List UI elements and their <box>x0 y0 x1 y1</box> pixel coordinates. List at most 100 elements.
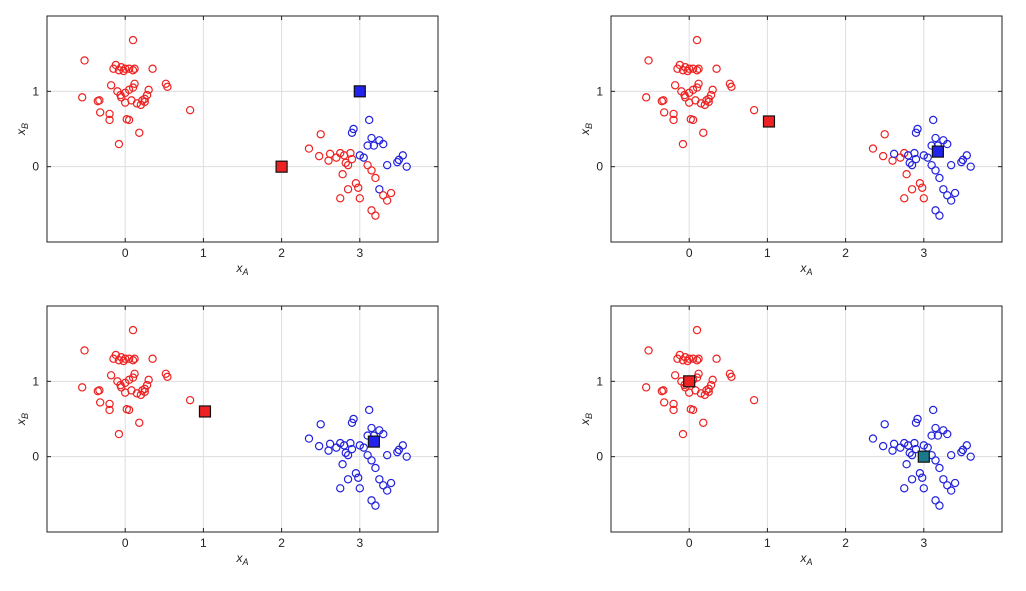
y-axis-label: xB <box>14 123 30 136</box>
x-tick-label: 1 <box>200 246 207 260</box>
axes-frame <box>610 305 1003 533</box>
data-point <box>685 354 694 363</box>
data-point <box>80 346 89 355</box>
plot-area <box>47 306 438 532</box>
data-point <box>868 144 878 153</box>
x-tick-label: 2 <box>278 246 285 260</box>
data-point <box>338 460 347 469</box>
data-point <box>138 96 147 105</box>
data-point <box>900 194 909 203</box>
points-layer <box>77 35 411 220</box>
data-point <box>393 157 402 167</box>
data-point <box>708 85 717 95</box>
data-point <box>927 431 936 440</box>
data-point <box>128 66 138 75</box>
data-point <box>398 151 408 160</box>
data-point <box>119 356 128 366</box>
data-point <box>148 64 157 73</box>
y-tick-label: 1 <box>32 84 39 98</box>
data-point <box>685 388 694 397</box>
data-point <box>931 456 940 465</box>
x-tick-label: 0 <box>122 246 129 260</box>
data-point <box>363 160 372 170</box>
data-point <box>644 346 653 355</box>
data-point <box>669 115 678 125</box>
data-point <box>347 154 357 164</box>
data-point <box>95 108 105 117</box>
data-point <box>304 144 314 153</box>
data-point <box>907 160 917 170</box>
data-point <box>669 399 678 409</box>
data-point <box>95 386 104 395</box>
data-point <box>338 169 347 179</box>
data-point <box>355 194 364 203</box>
data-point <box>105 109 114 119</box>
data-point <box>946 486 956 495</box>
data-point <box>957 157 966 167</box>
data-point <box>371 463 380 473</box>
data-point <box>678 429 688 439</box>
cluster-center-2 <box>931 145 944 158</box>
data-point <box>935 173 944 183</box>
data-point <box>371 211 380 220</box>
data-point <box>694 64 703 73</box>
data-point <box>367 496 376 505</box>
data-point <box>669 405 678 415</box>
data-point <box>683 356 692 366</box>
data-point <box>688 115 698 125</box>
data-point <box>943 481 952 490</box>
data-point <box>124 405 134 415</box>
x-tick-label: 2 <box>278 536 285 550</box>
x-tick-label: 1 <box>200 536 207 550</box>
data-point <box>386 188 396 198</box>
data-point <box>692 325 702 335</box>
data-point <box>119 66 128 76</box>
x-axis-label: xA <box>235 551 248 567</box>
data-point <box>880 420 889 429</box>
data-point <box>919 441 929 450</box>
data-point <box>685 98 694 107</box>
data-point <box>77 93 87 102</box>
data-point <box>868 434 878 443</box>
data-point <box>659 108 669 117</box>
data-point <box>371 501 380 510</box>
data-point <box>325 439 335 449</box>
data-point <box>962 441 972 450</box>
data-point <box>140 387 149 397</box>
data-point <box>349 124 358 134</box>
x-tick-label: 2 <box>842 536 849 550</box>
x-tick-label: 0 <box>686 536 693 550</box>
data-point <box>911 444 921 454</box>
x-tick-label: 3 <box>356 246 363 260</box>
data-point <box>900 484 909 493</box>
data-point <box>114 429 124 439</box>
data-point <box>641 93 651 102</box>
data-point <box>939 136 948 145</box>
y-tick-label: 0 <box>596 450 603 464</box>
data-point <box>77 383 87 392</box>
data-point <box>931 206 940 215</box>
data-point <box>346 148 355 158</box>
data-point <box>694 354 703 363</box>
data-point <box>367 206 376 215</box>
points-layer <box>77 325 411 510</box>
data-point <box>382 196 392 205</box>
data-point <box>105 399 114 409</box>
data-point <box>692 356 702 365</box>
data-point <box>935 501 944 510</box>
data-point <box>95 96 104 105</box>
points-layer <box>641 325 975 510</box>
data-point <box>120 98 130 107</box>
x-tick-label: 0 <box>686 246 693 260</box>
data-point <box>130 354 139 363</box>
cluster-center-1 <box>198 405 212 418</box>
data-point <box>304 434 314 443</box>
data-point <box>712 354 721 363</box>
data-point <box>880 130 889 139</box>
x-tick-label: 1 <box>764 536 771 550</box>
data-point <box>702 386 711 395</box>
data-point <box>939 426 948 435</box>
data-point <box>375 136 384 145</box>
data-point <box>336 484 345 493</box>
